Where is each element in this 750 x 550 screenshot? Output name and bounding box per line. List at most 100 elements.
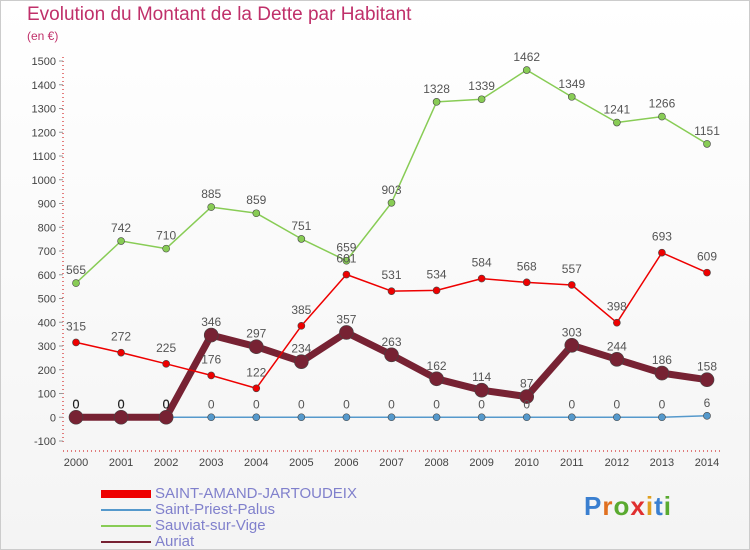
data-point [207,413,216,422]
x-tick-label: 2002 [154,457,178,469]
x-tick-label: 2007 [379,457,403,469]
y-tick-label: 700 [38,246,56,258]
legend-item: SAINT-AMAND-JARTOUDEIX [101,485,421,502]
data-point [387,198,396,207]
legend-swatch [101,509,151,511]
data-label: 0 [478,397,485,411]
legend-label: Saint-Priest-Palus [155,501,276,518]
data-label: 609 [697,250,717,264]
data-point [252,384,261,393]
data-point [113,409,129,425]
data-point [117,237,125,245]
y-tick-label: 300 [38,341,56,353]
data-label: 0 [163,396,170,411]
data-point [522,278,531,287]
data-point [68,409,84,425]
data-label: 0 [343,397,350,411]
y-tick-label: 1300 [32,104,56,116]
y-tick-label: 100 [38,389,56,401]
y-tick-label: 1400 [32,80,56,92]
data-label: 225 [156,341,176,355]
legend-item: Sauviat-sur-Vige [101,517,421,534]
data-label: 346 [201,315,221,329]
data-point [567,281,576,289]
data-point [162,360,170,368]
data-label: 6 [704,396,711,410]
data-point [613,318,621,327]
data-label: 0 [72,396,79,411]
data-label: 0 [433,397,440,411]
x-tick-label: 2014 [695,457,719,469]
data-label: 234 [291,342,311,356]
data-label: 122 [246,365,266,379]
data-point [339,325,354,340]
data-label: 565 [66,263,86,277]
legend-label: SAINT-AMAND-JARTOUDEIX [155,485,357,502]
data-point [658,248,666,257]
data-label: 0 [253,397,260,411]
x-tick-label: 2009 [469,457,493,469]
data-point [567,413,576,422]
data-label: 903 [381,183,401,197]
data-label: 859 [246,193,266,207]
x-tick-label: 2010 [514,457,538,469]
data-point [248,339,264,355]
data-point [703,140,711,148]
data-label: 0 [568,397,575,411]
y-tick-label: 900 [38,199,56,211]
data-label: 87 [520,377,534,391]
data-label: 531 [381,268,401,282]
data-label: 303 [562,325,582,339]
data-point [297,235,306,243]
proxiti-logo: Proxiti [584,491,672,521]
data-point [564,337,580,353]
data-label: 534 [427,267,447,281]
x-tick-label: 2004 [244,457,268,469]
data-point [207,203,216,211]
data-point [207,371,216,380]
data-label: 1328 [423,82,450,96]
x-tick-label: 2000 [64,457,88,469]
data-label: 398 [607,300,627,314]
data-point [658,413,666,422]
data-label: 0 [388,397,395,411]
data-label: 176 [201,352,221,366]
data-label: 1462 [513,50,540,64]
y-tick-label: 400 [38,317,56,329]
data-point [522,413,531,422]
y-tick-label: 1100 [32,151,56,163]
data-point [387,287,396,295]
x-tick-label: 2012 [605,457,629,469]
legend-swatch [101,490,151,498]
data-point [477,274,486,283]
data-point [297,413,306,422]
data-label: 114 [472,370,491,384]
data-point [72,338,80,347]
data-label: 297 [246,327,266,341]
data-label: 385 [291,303,311,317]
data-label: 186 [652,353,672,367]
legend-label: Sauviat-sur-Vige [155,517,266,534]
data-point [474,382,489,398]
data-point [384,347,399,363]
data-point [252,209,261,218]
data-point [613,118,621,127]
x-tick-label: 2005 [289,457,313,469]
data-label: 557 [562,262,582,276]
data-label: 1349 [558,77,585,91]
data-label: 1151 [694,124,720,138]
data-point [613,413,621,422]
y-tick-label: 1500 [32,56,56,68]
x-tick-label: 2013 [650,457,674,469]
chart-unit: (en €) [27,29,59,43]
data-label: 0 [117,396,124,411]
x-tick-label: 2006 [334,457,358,469]
data-label: 1339 [468,79,495,93]
data-label: 1266 [649,97,676,111]
data-point [117,348,125,357]
data-point [654,365,670,381]
data-label: 244 [607,339,627,353]
data-label: 0 [614,397,621,411]
data-point [522,66,531,74]
